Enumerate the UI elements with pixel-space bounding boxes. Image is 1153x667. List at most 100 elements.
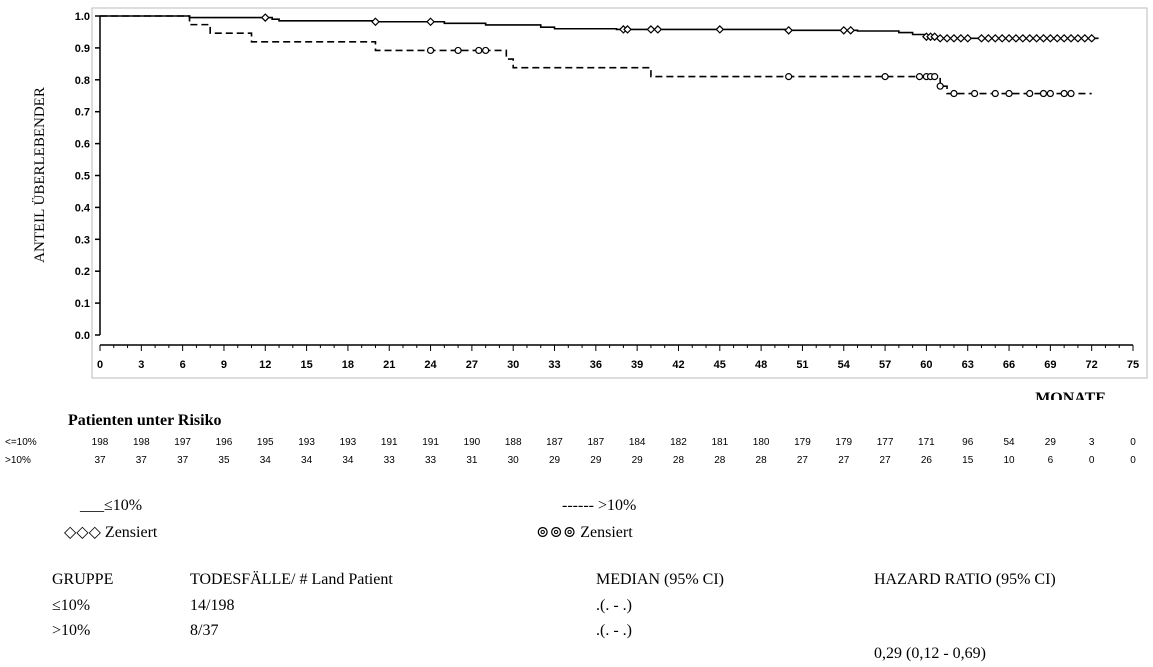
risk-count: 33 [424,455,437,466]
risk-count: 191 [422,437,439,448]
risk-row-label: <=10% [5,437,37,448]
censor-mark-gt10 [991,89,999,98]
censor-mark-le10 [623,25,632,34]
series-line-le10 [100,15,1099,40]
y-tick-label: 0.6 [75,139,90,151]
y-tick-label: 0.5 [75,171,90,183]
legend-dashed-censor: ⊚⊚⊚ Zensiert [536,524,633,541]
x-tick-label: 60 [920,359,932,371]
y-axis-label: ANTEIL ÜBERLEBENDER [31,87,48,263]
risk-count: 179 [835,437,853,448]
censor-mark-le10 [1039,33,1048,43]
censor-mark-gt10 [915,73,924,81]
censor-mark-gt10 [1026,89,1034,98]
risk-count: 29 [590,455,602,466]
risk-count: 31 [466,455,478,466]
risk-count: 34 [342,455,354,466]
risk-row-label: >10% [5,455,31,466]
risk-count: 171 [918,437,935,448]
x-tick-label: 51 [796,359,808,371]
risk-count: 198 [132,437,150,448]
censor-mark-le10 [426,17,435,27]
x-tick-label: 24 [424,359,437,371]
censor-mark-gt10 [1039,89,1048,98]
risk-count: 197 [174,437,191,448]
censor-mark-le10 [260,13,270,22]
censor-mark-le10 [942,33,952,43]
risk-count: 3 [1088,437,1095,448]
censor-mark-le10 [984,33,993,43]
x-tick-label: 54 [838,359,851,371]
risk-count: 29 [631,455,643,466]
x-tick-label: 69 [1044,359,1056,371]
censor-mark-gt10 [426,46,435,55]
risk-count: 27 [838,455,850,466]
censor-mark-le10 [784,26,794,35]
y-tick-label: 0.2 [75,266,90,278]
risk-count: 15 [962,455,974,466]
summary-header-gruppe: GRUPPE [52,571,114,588]
risk-count: 198 [91,437,109,448]
censor-mark-le10 [956,33,966,43]
km-chart: 1.00.90.80.70.60.50.40.30.20.10.00 3 6 9 12 1… [31,7,1148,400]
risk-count: 27 [879,455,891,466]
x-tick-label: 0 [97,359,103,371]
censor-mark-le10 [1032,33,1041,43]
risk-count: 37 [135,455,147,466]
censor-mark-gt10 [482,46,490,55]
censor-mark-gt10 [931,73,939,81]
x-tick-label: 3 [138,359,144,371]
summary-hazard-ratio: 0,29 (0,12 - 0,69) [874,645,986,662]
censor-mark-le10 [1011,33,1021,43]
risk-count: 30 [507,455,519,466]
risk-count: 6 [1047,455,1054,466]
summary-header-deaths: TODESFÄLLE/ # Land Patient [190,571,393,588]
risk-count: 179 [794,437,811,448]
risk-count: 187 [587,437,605,448]
summary-header-median: MEDIAN (95% CI) [596,571,724,588]
summary-row1-median: .(. - .) [596,597,632,614]
censor-mark-le10 [646,25,656,34]
legend-dashed-label: ------ >10% [562,497,637,514]
risk-count: 184 [628,437,646,448]
risk-count: 182 [670,437,687,448]
x-tick-label: 12 [259,359,271,371]
censor-mark-le10 [653,25,663,34]
y-tick-label: 0.4 [75,202,91,214]
summary-header-hazard: HAZARD RATIO (95% CI) [874,571,1056,588]
censor-mark-le10 [1004,33,1014,43]
risk-count: 37 [177,455,189,466]
y-tick-label: 0.9 [75,43,90,55]
x-tick-label: 45 [714,359,726,371]
risk-count: 35 [218,455,230,466]
risk-count: 191 [380,437,398,448]
risk-count: 10 [1003,455,1015,466]
summary-row1-group: ≤10% [52,597,91,614]
risk-count: 28 [714,455,726,466]
x-tick-label: 18 [342,359,354,371]
y-tick-label: 0.7 [75,107,90,119]
x-tick-label: 75 [1127,359,1139,371]
risk-count: 0 [1130,455,1136,466]
censor-mark-gt10 [971,89,979,98]
series-line-gt10 [100,15,1092,95]
risk-count: 33 [383,455,395,466]
censor-mark-gt10 [936,82,944,90]
risk-count: 188 [504,437,522,448]
censor-mark-gt10 [1046,89,1054,98]
y-tick-label: 0.1 [75,298,90,310]
censor-mark-gt10 [785,73,793,81]
censor-mark-le10 [997,33,1007,43]
x-tick-label: 21 [383,359,395,371]
risk-count: 177 [876,437,894,448]
x-tick-label: 63 [962,359,974,371]
risk-count: 193 [298,437,315,448]
censor-mark-le10 [1018,33,1028,43]
x-axis-label: MONATE [1035,390,1106,400]
legend-solid-censor: ◇◇◇ Zensiert [64,524,158,541]
censor-mark-le10 [846,26,855,35]
censor-mark-le10 [977,33,986,43]
y-tick-label: 0.3 [75,234,90,246]
censor-mark-gt10 [475,46,483,55]
x-tick-label: 6 [180,359,186,371]
